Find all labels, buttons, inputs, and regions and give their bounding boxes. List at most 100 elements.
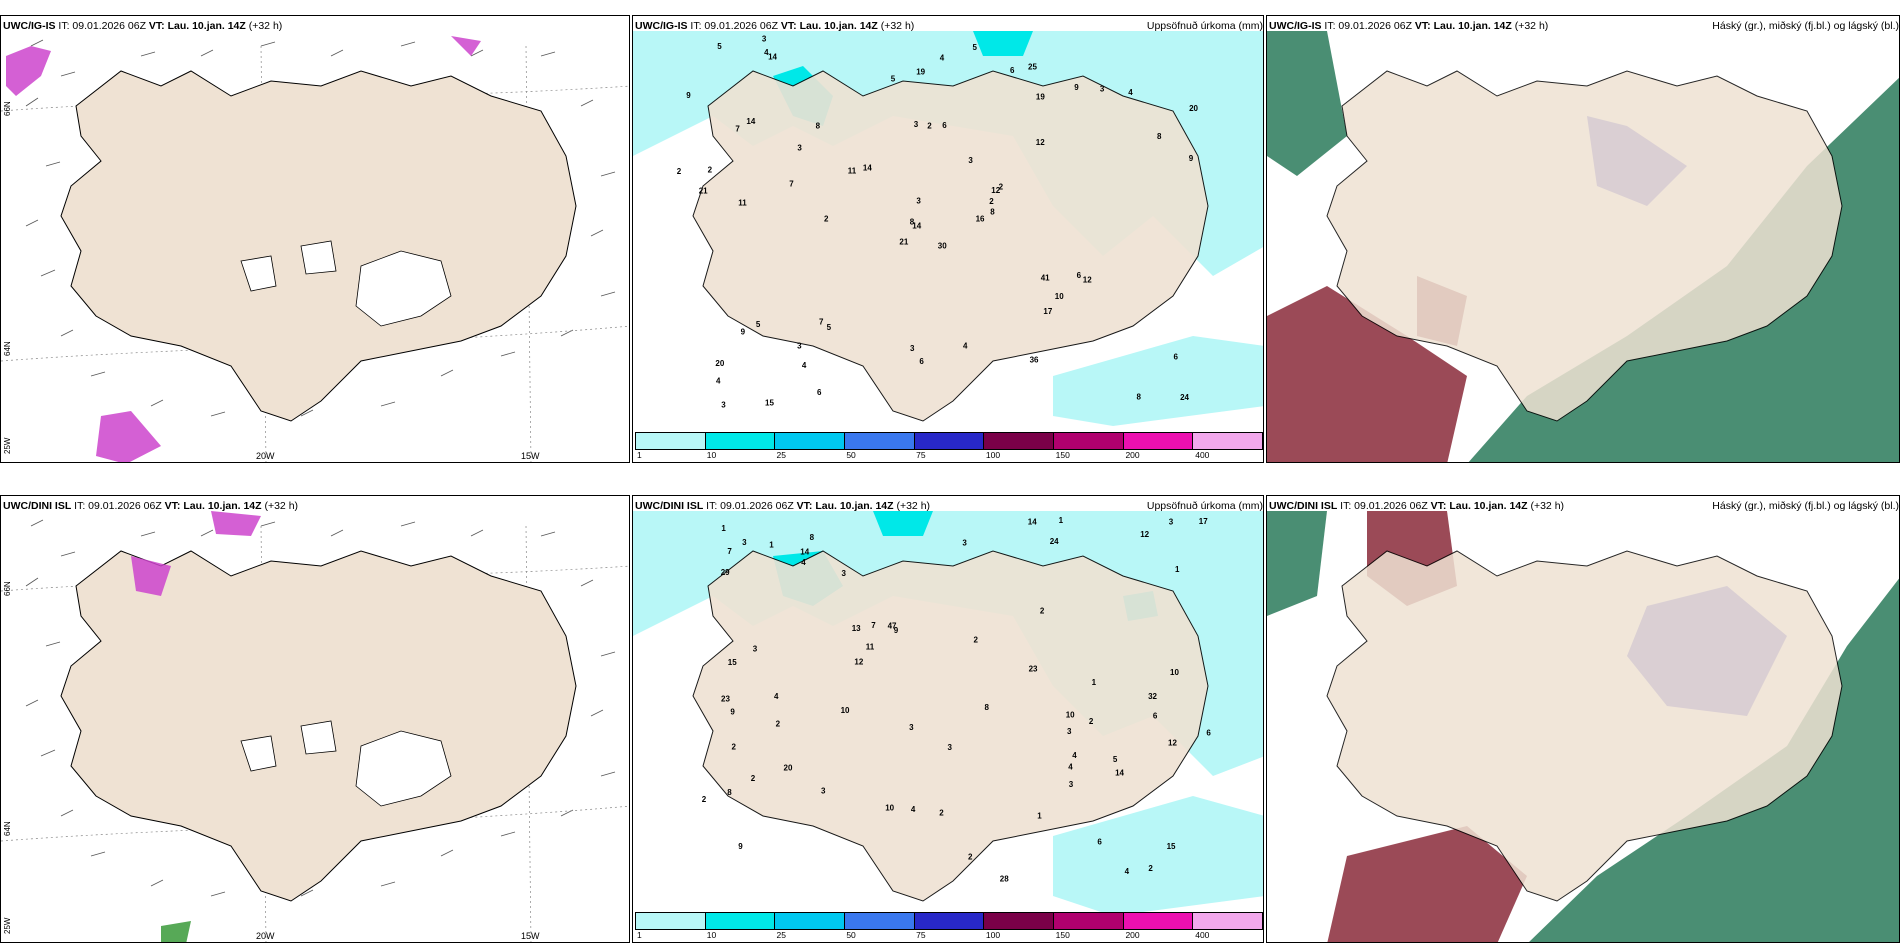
model-name: UWC/IG-IS — [1269, 20, 1322, 32]
wind-barbs — [25, 39, 616, 417]
panel-header: UWC/DINI ISL IT: 09.01.2026 06Z VT: Lau.… — [635, 498, 1263, 514]
precip-value: 4 — [963, 341, 968, 350]
precip-value: 4 — [801, 558, 806, 567]
precip-value: 3 — [842, 569, 847, 578]
precip-value: 6 — [1077, 271, 1082, 280]
panel-header: UWC/DINI ISL IT: 09.01.2026 06Z VT: Lau.… — [3, 498, 629, 514]
glacier — [300, 240, 337, 275]
cloud-map — [1267, 16, 1899, 462]
colorbar-tick-label: 25 — [776, 930, 787, 940]
precip-value: 1 — [1175, 565, 1180, 574]
valid-time: Lau. 10.jan. 14Z — [1433, 20, 1512, 32]
colorbar-tick-label: 10 — [706, 450, 717, 460]
iceland-landmass — [692, 550, 1209, 902]
precip-value: 4 — [1125, 867, 1130, 876]
lon-label: 25W — [3, 917, 12, 934]
precip-value: 41 — [1041, 273, 1050, 282]
model-name: UWC/IG-IS — [3, 20, 56, 32]
precip-value: 28 — [1000, 875, 1009, 884]
colorbar-tick-label: 50 — [846, 450, 856, 460]
low-cloud-band — [1327, 826, 1527, 942]
precip-value: 1 — [1092, 678, 1097, 687]
colorbar-segment — [1054, 433, 1124, 449]
colorbar-tick-label: 200 — [1125, 450, 1140, 460]
colorbar-segment — [914, 913, 985, 929]
precip-value: 2 — [751, 774, 756, 783]
precip-value: 4 — [1068, 762, 1073, 771]
colorbar-tick-label: 75 — [916, 450, 926, 460]
precip-value: 4 — [764, 48, 769, 57]
colorbar-segment — [775, 913, 846, 929]
precip-value: 5 — [717, 42, 722, 51]
colorbar-segment — [845, 433, 915, 449]
iceland-landmass — [692, 70, 1209, 422]
precip-value: 2 — [968, 852, 973, 861]
valid-prefix: VT: — [1414, 20, 1431, 32]
precip-value: 4 — [1128, 88, 1133, 97]
precip-value: 23 — [1029, 664, 1038, 673]
colorbar-tick-label: 150 — [1055, 930, 1070, 940]
precip-value: 3 — [914, 120, 919, 129]
precip-value: 12 — [991, 186, 1000, 195]
precip-value: 8 — [816, 122, 821, 131]
precip-value: 7 — [819, 318, 824, 327]
precip-value: 3 — [909, 723, 914, 732]
lon-label: 15W — [521, 451, 540, 461]
low-cloud-band — [1529, 578, 1899, 942]
precip-value: 7 — [735, 124, 740, 133]
lon-label: 15W — [521, 931, 540, 941]
precip-value: 12 — [1140, 530, 1149, 539]
precip-value: 2 — [999, 183, 1004, 192]
precip-value: 3 — [721, 401, 726, 410]
colorbar-tick-label: 10 — [706, 930, 717, 940]
precip-value: 9 — [1189, 154, 1194, 163]
panel-title: Háský (gr.), miðský (fj.bl.) og lágský (… — [1712, 20, 1899, 32]
precip-value: 3 — [742, 538, 747, 547]
colorbar-tick-label: 400 — [1195, 450, 1210, 460]
lat-label: 66N — [3, 101, 12, 116]
precip-map: 3071420125256191614241120211215335144422… — [633, 16, 1263, 462]
model-name: UWC/DINI ISL — [1269, 500, 1338, 512]
precip-value: 19 — [916, 67, 925, 76]
precip-value: 4 — [1072, 751, 1077, 760]
precip-value: 10 — [1066, 711, 1075, 720]
iceland-landmass — [1326, 70, 1843, 422]
valid-prefix: VT: — [164, 500, 181, 512]
precip-patch — [6, 46, 51, 96]
precip-value: 6 — [1097, 837, 1102, 846]
precip-value: 2 — [708, 166, 713, 175]
model-name: UWC/DINI ISL — [635, 500, 704, 512]
precip-value: 3 — [762, 34, 767, 43]
precip-value: 14 — [863, 164, 872, 173]
colorbar-segment — [1193, 913, 1263, 929]
precip-value: 12 — [1036, 138, 1045, 147]
precip-value: 12 — [1083, 276, 1092, 285]
valid-prefix: VT: — [148, 20, 165, 32]
top-cloud-panel: UWC/IG-IS IT: 09.01.2026 06Z VT: Lau. 10… — [1266, 15, 1900, 463]
precip-value: 2 — [1148, 864, 1153, 873]
panel-header: UWC/IG-IS IT: 09.01.2026 06Z VT: Lau. 10… — [635, 18, 1263, 34]
valid-time: Lau. 10.jan. 14Z — [815, 500, 894, 512]
precip-value: 12 — [1168, 738, 1177, 747]
top-wind-panel: UWC/IG-IS IT: 09.01.2026 06Z VT: Lau. 10… — [0, 15, 630, 463]
valid-time: Lau. 10.jan. 14Z — [183, 500, 262, 512]
bottom-wind-panel: UWC/DINI ISL IT: 09.01.2026 06Z VT: Lau.… — [0, 495, 630, 943]
init-time: IT: 09.01.2026 06Z — [1340, 500, 1428, 512]
precip-value: 21 — [899, 238, 908, 247]
precip-value: 3 — [1169, 518, 1174, 527]
low-cloud-band — [1267, 286, 1467, 462]
precip-value: 10 — [1170, 668, 1179, 677]
init-time: IT: 09.01.2026 06Z — [706, 500, 794, 512]
precip-value: 3 — [962, 538, 967, 547]
panel-title: Uppsöfnuð úrkoma (mm) — [1146, 20, 1263, 32]
wind-barbs — [25, 519, 616, 897]
precip-value: 25 — [1028, 62, 1037, 71]
precip-value: 2 — [824, 215, 829, 224]
precip-area-mid — [973, 31, 1033, 56]
precip-value: 4 — [716, 377, 721, 386]
precip-value: 17 — [1199, 517, 1208, 526]
high-cloud — [1267, 511, 1327, 616]
precip-value: 6 — [1010, 66, 1015, 75]
colorbar-segment — [1193, 433, 1263, 449]
precip-value: 14 — [912, 221, 921, 230]
